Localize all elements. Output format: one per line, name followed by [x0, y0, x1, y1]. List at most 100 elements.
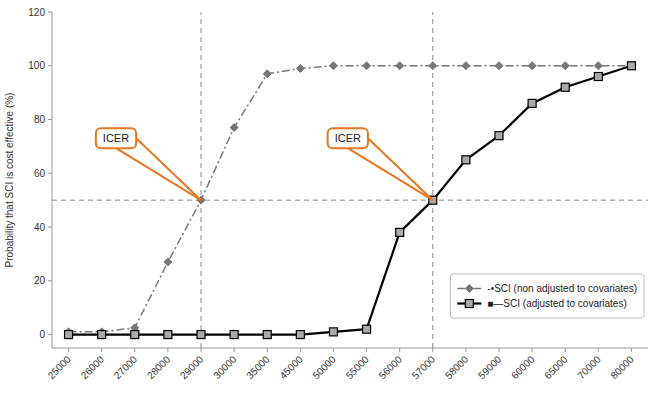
data-point	[396, 228, 404, 236]
data-point	[98, 331, 106, 339]
y-tick-label: 100	[28, 60, 45, 71]
x-tick-label: 30000	[211, 353, 239, 381]
x-tick	[267, 348, 268, 352]
x-tick	[234, 348, 235, 352]
data-point	[462, 156, 470, 164]
data-point	[296, 331, 304, 339]
x-tick	[465, 348, 466, 352]
reference-hline	[52, 200, 648, 201]
data-point	[230, 331, 238, 339]
legend-box	[450, 274, 644, 318]
x-tick	[499, 348, 500, 352]
y-tick	[48, 173, 52, 174]
x-tick-label: 27000	[112, 353, 140, 381]
y-tick	[48, 227, 52, 228]
x-tick-label: 70000	[575, 353, 603, 381]
x-tick-label: 45000	[277, 353, 305, 381]
chart: 0 20 40 60 80 100 120 2500026000270002800029000…	[0, 0, 656, 394]
y-tick-label: 0	[39, 329, 45, 340]
annotation-connector	[348, 148, 433, 200]
data-point	[296, 64, 304, 72]
annotation-text: ICER	[335, 132, 361, 144]
data-point	[363, 62, 371, 70]
x-tick-label: 59000	[476, 353, 504, 381]
y-tick	[48, 334, 52, 335]
y-tick	[48, 65, 52, 66]
annotation-connector	[368, 138, 433, 200]
data-point	[65, 331, 73, 339]
data-point	[495, 62, 503, 70]
x-tick	[631, 348, 632, 352]
data-point	[528, 99, 536, 107]
data-point	[396, 62, 404, 70]
x-tick-label: 28000	[145, 353, 173, 381]
data-point	[495, 132, 503, 140]
annotation: ICER	[96, 128, 201, 200]
y-tick	[48, 119, 52, 120]
data-point	[528, 62, 536, 70]
x-tick-label: 55000	[344, 353, 372, 381]
y-tick-label: 20	[34, 275, 46, 286]
x-tick-label: 29000	[178, 353, 206, 381]
y-tick-label: 120	[28, 7, 45, 18]
x-tick	[333, 348, 334, 352]
data-point	[627, 62, 635, 70]
plot-area	[52, 12, 648, 348]
y-axis-line	[52, 12, 53, 348]
data-point	[429, 62, 437, 70]
legend: -•SCI (non adjusted to covariates) ■—SCI …	[450, 274, 644, 318]
data-point	[594, 73, 602, 81]
reference-vline	[201, 12, 202, 348]
data-point	[131, 331, 139, 339]
x-tick-label: 50000	[310, 353, 338, 381]
annotation-text: ICER	[103, 132, 129, 144]
x-tick	[167, 348, 168, 352]
legend-marker	[465, 285, 473, 293]
legend-label: ■—SCI (adjusted to covariates)	[487, 298, 626, 309]
legend-item: -•SCI (non adjusted to covariates)	[457, 283, 637, 294]
x-tick-label: 65000	[542, 353, 570, 381]
x-tick-label: 60000	[509, 353, 537, 381]
data-point	[363, 325, 371, 333]
x-tick	[366, 348, 367, 352]
x-axis-line	[52, 348, 648, 349]
x-tick	[201, 348, 202, 352]
y-tick	[48, 12, 52, 13]
data-point	[230, 124, 238, 132]
x-tick-label: 58000	[443, 353, 471, 381]
data-point	[197, 331, 205, 339]
y-tick-label: 60	[34, 168, 46, 179]
x-tick-label: 57000	[410, 353, 438, 381]
annotation-box	[328, 128, 368, 148]
x-tick	[565, 348, 566, 352]
legend-label: -•SCI (non adjusted to covariates)	[487, 283, 637, 294]
data-point	[329, 62, 337, 70]
x-tick	[399, 348, 400, 352]
x-tick	[134, 348, 135, 352]
legend-marker	[465, 300, 473, 308]
y-tick-label: 40	[34, 222, 46, 233]
x-tick-label: 56000	[377, 353, 405, 381]
x-tick	[300, 348, 301, 352]
annotation-box	[96, 128, 136, 148]
data-point	[462, 62, 470, 70]
y-tick	[48, 280, 52, 281]
annotation: ICER	[328, 128, 433, 200]
data-point	[164, 331, 172, 339]
legend-item: ■—SCI (adjusted to covariates)	[457, 298, 626, 309]
x-tick-label: 25000	[46, 353, 74, 381]
data-point	[263, 331, 271, 339]
x-tick	[432, 348, 433, 352]
data-point	[561, 62, 569, 70]
data-point	[627, 62, 635, 70]
data-point	[164, 258, 172, 266]
y-tick-label: 80	[34, 114, 46, 125]
x-tick-label: 26000	[79, 353, 107, 381]
annotation-connector	[136, 138, 201, 200]
x-tick-label: 35000	[244, 353, 272, 381]
y-axis-label: Probability that SCI is cost effective (…	[4, 93, 15, 268]
annotation-connector	[116, 148, 201, 200]
x-tick	[68, 348, 69, 352]
x-tick	[598, 348, 599, 352]
data-point	[263, 70, 271, 78]
